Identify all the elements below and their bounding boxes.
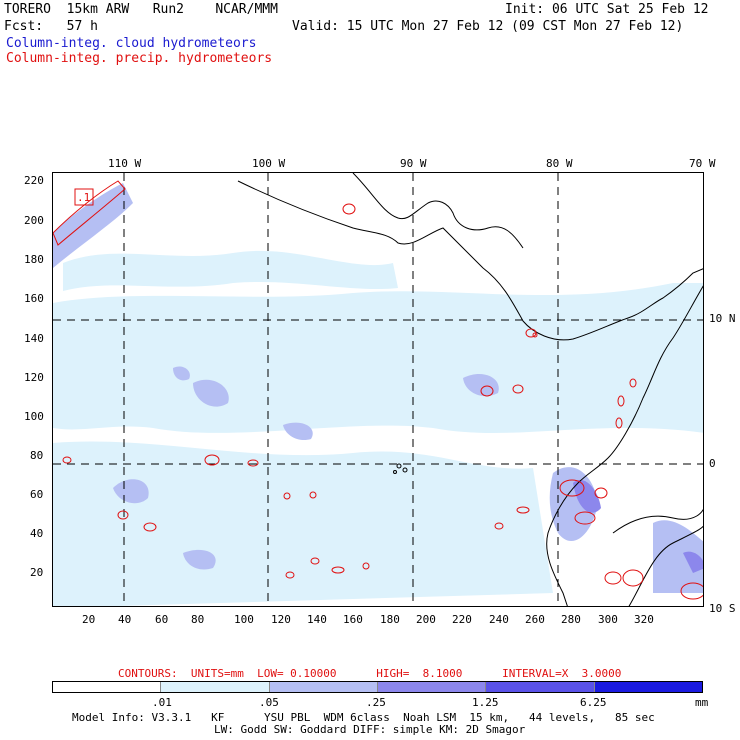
lat-label: 10 N bbox=[709, 312, 736, 325]
colorbar-bin bbox=[594, 682, 702, 692]
lat-label: 0 bbox=[709, 457, 716, 470]
y-tick: 200 bbox=[24, 214, 44, 227]
x-tick: 100 bbox=[234, 613, 254, 626]
field-label-precip: Column-integ. precip. hydrometeors bbox=[6, 51, 273, 66]
y-tick: 220 bbox=[24, 174, 44, 187]
y-tick: 100 bbox=[24, 410, 44, 423]
x-tick: 120 bbox=[271, 613, 291, 626]
colorbar-label: .25 bbox=[366, 696, 386, 709]
valid-time: Valid: 15 UTC Mon 27 Feb 12 (09 CST Mon … bbox=[292, 19, 684, 34]
x-tick: 200 bbox=[416, 613, 436, 626]
y-tick: 160 bbox=[24, 292, 44, 305]
lon-label: 90 W bbox=[400, 157, 427, 170]
contour-label: .1 bbox=[77, 191, 91, 204]
colorbar-label: .05 bbox=[259, 696, 279, 709]
x-tick: 40 bbox=[118, 613, 132, 626]
grid-lines bbox=[53, 173, 703, 606]
colorbar-label: 6.25 bbox=[580, 696, 607, 709]
y-tick: 40 bbox=[30, 527, 44, 540]
x-tick: 140 bbox=[307, 613, 327, 626]
map-canvas bbox=[53, 173, 703, 606]
colorbar-label: .01 bbox=[152, 696, 172, 709]
colorbar-label: 1.25 bbox=[472, 696, 499, 709]
x-tick: 280 bbox=[561, 613, 581, 626]
lon-label: 110 W bbox=[108, 157, 142, 170]
x-tick: 320 bbox=[634, 613, 654, 626]
x-tick: 60 bbox=[155, 613, 169, 626]
y-tick: 140 bbox=[24, 332, 44, 345]
forecast-hour: Fcst: 57 h bbox=[4, 19, 98, 34]
coastlines bbox=[237, 173, 703, 606]
lon-label: 70 W bbox=[689, 157, 716, 170]
y-tick: 80 bbox=[30, 449, 44, 462]
x-tick: 80 bbox=[191, 613, 205, 626]
lon-label: 100 W bbox=[252, 157, 286, 170]
colorbar bbox=[52, 681, 703, 693]
colorbar-bin bbox=[377, 682, 487, 692]
precip-contours bbox=[53, 180, 703, 600]
x-tick: 240 bbox=[489, 613, 509, 626]
x-tick: 160 bbox=[343, 613, 363, 626]
x-tick: 260 bbox=[525, 613, 545, 626]
x-tick: 220 bbox=[452, 613, 472, 626]
cloud-shading bbox=[53, 183, 703, 606]
y-tick: 120 bbox=[24, 371, 44, 384]
x-tick: 20 bbox=[82, 613, 96, 626]
colorbar-bin bbox=[269, 682, 378, 692]
contours-info: CONTOURS: UNITS=mm LOW= 0.10000 HIGH= 8.… bbox=[118, 667, 622, 680]
colorbar-bin bbox=[53, 682, 162, 692]
init-time: Init: 06 UTC Sat 25 Feb 12 bbox=[505, 2, 709, 17]
colorbar-units: mm bbox=[695, 696, 709, 709]
x-tick: 300 bbox=[598, 613, 618, 626]
y-tick: 180 bbox=[24, 253, 44, 266]
colorbar-bin bbox=[161, 682, 270, 692]
lat-label: 10 S bbox=[709, 602, 736, 615]
y-tick: 60 bbox=[30, 488, 44, 501]
model-title: TORERO 15km ARW Run2 NCAR/MMM bbox=[4, 2, 278, 17]
x-tick: 180 bbox=[380, 613, 400, 626]
colorbar-bin bbox=[486, 682, 595, 692]
model-info-line2: LW: Godd SW: Goddard DIFF: simple KM: 2D… bbox=[214, 723, 526, 736]
field-label-cloud: Column-integ. cloud hydrometeors bbox=[6, 36, 257, 51]
map-panel: .1 bbox=[52, 172, 704, 607]
y-tick: 20 bbox=[30, 566, 44, 579]
lon-label: 80 W bbox=[546, 157, 573, 170]
model-info-line1: Model Info: V3.3.1 KF YSU PBL WDM 6class… bbox=[72, 711, 655, 724]
